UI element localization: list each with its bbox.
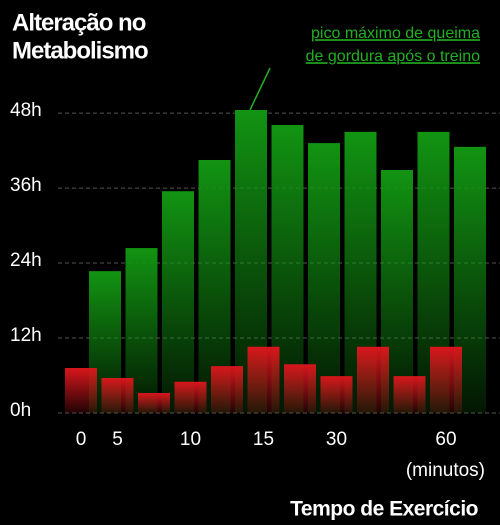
y-tick-label: 36h xyxy=(10,175,42,196)
annotation-leader xyxy=(249,67,271,111)
x-tick-label: 5 xyxy=(112,429,123,450)
annotation: de gordura após o treino xyxy=(306,48,480,65)
x-tick-label: 60 xyxy=(435,429,456,450)
bar xyxy=(357,346,389,413)
bar xyxy=(162,191,194,413)
x-axis-title: Tempo de Exercício xyxy=(290,498,478,521)
bar xyxy=(430,346,462,413)
x-tick-label: 30 xyxy=(326,429,347,450)
bar xyxy=(138,393,170,413)
x-tick-label: 15 xyxy=(253,429,274,450)
bar xyxy=(65,368,97,413)
bar xyxy=(211,366,243,413)
x-tick-label: 0 xyxy=(76,429,87,450)
bar xyxy=(174,381,207,413)
bar xyxy=(101,378,134,413)
y-tick-label: 0h xyxy=(10,400,31,421)
bar xyxy=(284,364,316,413)
bar xyxy=(247,346,280,413)
bar xyxy=(393,376,426,413)
y-tick-label: 48h xyxy=(10,100,42,121)
bar xyxy=(320,376,353,413)
x-unit: (minutos) xyxy=(406,460,485,481)
chart-title: Alteração no xyxy=(12,9,146,36)
chart-title: Metabolismo xyxy=(12,37,148,64)
annotation: pico máximo de queima xyxy=(311,25,480,42)
y-tick-label: 12h xyxy=(10,325,42,346)
y-tick-label: 24h xyxy=(10,250,42,271)
x-tick-label: 10 xyxy=(180,429,201,450)
